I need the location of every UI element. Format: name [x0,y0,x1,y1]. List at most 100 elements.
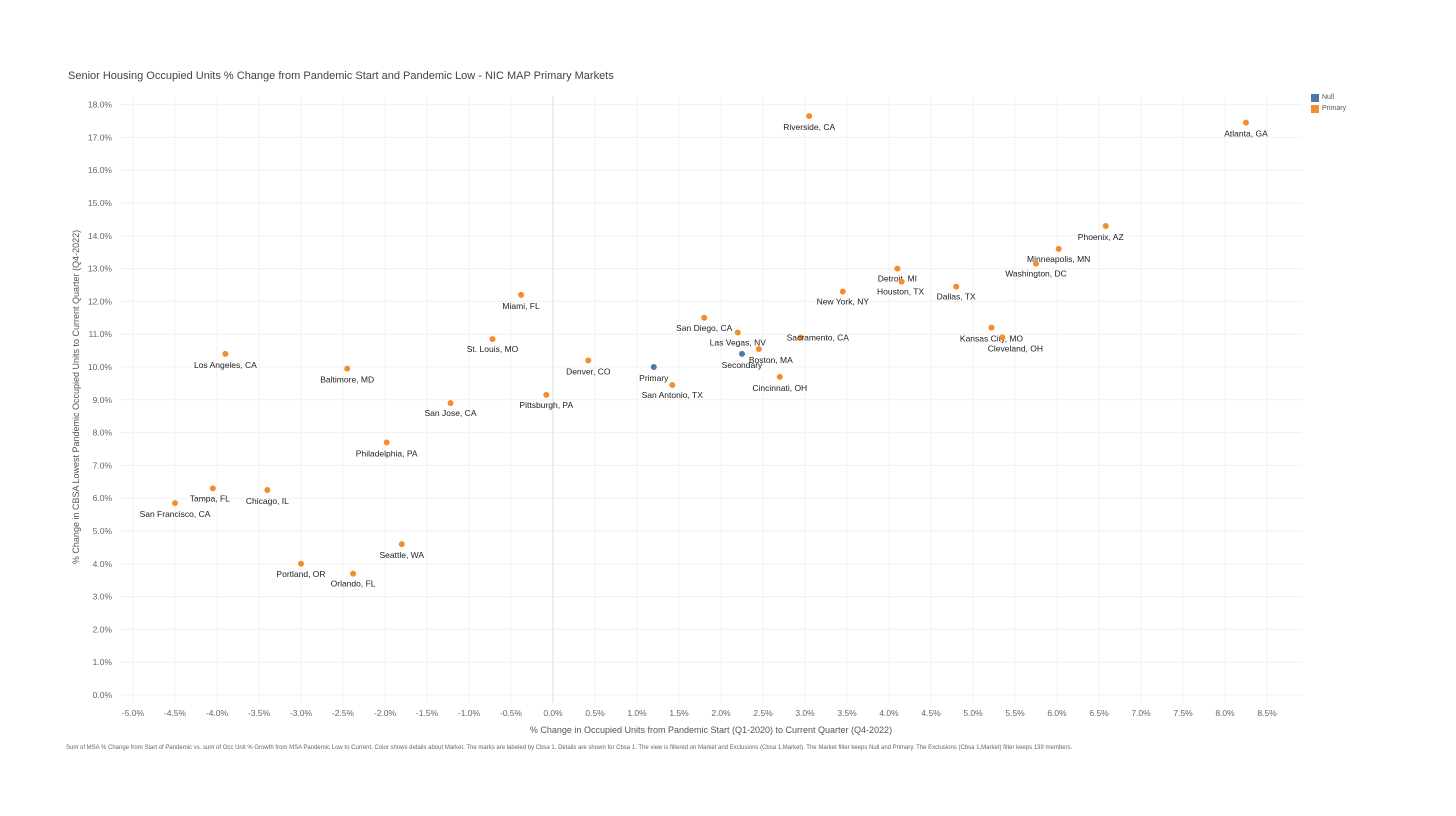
point-label-primary: Primary [639,373,669,383]
data-point-tampa-fl[interactable] [209,485,216,492]
data-point-san-antonio-tx[interactable] [669,382,676,389]
data-point-orlando-fl[interactable] [350,570,357,577]
y-tick-label: 8.0% [93,428,113,438]
x-tick-label: 5.0% [963,708,983,718]
legend-swatch-primary [1311,104,1319,113]
point-label-los-angeles-ca: Los Angeles, CA [194,360,257,370]
y-tick-label: 10.0% [88,362,113,372]
legend-item-null[interactable]: Null [1311,92,1346,103]
data-point-primary[interactable] [650,364,657,370]
x-tick-label: 4.0% [879,708,899,718]
data-point-atlanta-ga[interactable] [1243,119,1249,126]
data-point-philadelphia-pa[interactable] [383,439,390,446]
y-tick-label: 9.0% [93,395,113,405]
point-label-phoenix-az: Phoenix, AZ [1078,232,1124,242]
point-label-boston-ma: Boston, MA [749,355,793,365]
data-point-denver-co[interactable] [585,357,592,364]
data-point-los-angeles-ca[interactable] [222,350,229,357]
data-point-seattle-wa[interactable] [398,541,405,548]
data-point-san-francisco-ca[interactable] [172,500,178,507]
data-point-washington-dc[interactable] [1033,260,1039,267]
point-label-baltimore-md: Baltimore, MD [320,375,374,385]
y-axis-title: % Change in CBSA Lowest Pandemic Occupie… [71,230,81,564]
x-tick-label: 8.0% [1215,708,1235,718]
point-label-portland-or: Portland, OR [276,569,325,579]
data-point-new-york-ny[interactable] [839,288,846,295]
point-label-secondary: Secondary [722,360,763,370]
x-tick-label: 2.0% [711,708,731,718]
data-point-secondary[interactable] [739,350,745,357]
y-tick-label: 2.0% [93,624,113,634]
legend-item-primary[interactable]: Primary [1311,103,1346,114]
x-tick-label: -4.5% [164,708,187,718]
x-tick-label: -2.5% [332,708,355,718]
legend[interactable]: Null Primary [1311,92,1346,114]
y-tick-label: 0.0% [93,690,113,700]
data-points: Riverside, CA Atlanta, GA Phoenix, AZ Minne… [140,113,1268,589]
y-tick-label: 5.0% [93,526,113,536]
data-point-detroit-mi[interactable] [894,265,901,272]
point-label-san-diego-ca: San Diego, CA [676,323,733,333]
y-tick-label: 17.0% [88,132,113,142]
x-tick-label: -2.0% [374,708,397,718]
point-label-denver-co: Denver, CO [566,366,611,376]
y-tick-label: 16.0% [88,165,113,175]
data-point-las-vegas-nv[interactable] [734,329,741,336]
legend-label-null: Null [1322,94,1335,101]
y-tick-label: 13.0% [88,264,113,274]
data-point-chicago-il[interactable] [264,487,271,493]
point-label-seattle-wa: Seattle, WA [380,550,425,560]
chart-title: Senior Housing Occupied Units % Change f… [68,70,614,82]
point-label-las-vegas-nv: Las Vegas, NV [710,338,767,348]
data-point-san-jose-ca[interactable] [447,400,454,407]
data-point-cleveland-oh[interactable] [999,334,1006,341]
data-point-sacramento-ca[interactable] [797,334,804,341]
point-label-washington-dc: Washington, DC [1005,269,1067,279]
data-point-portland-or[interactable] [298,560,304,567]
data-point-pittsburgh-pa[interactable] [543,391,550,398]
x-tick-label: -3.0% [290,708,313,718]
point-label-cleveland-oh: Cleveland, OH [988,343,1043,353]
y-tick-label: 1.0% [93,657,113,667]
point-label-san-antonio-tx: San Antonio, TX [642,390,704,400]
point-label-tampa-fl: Tampa, FL [190,493,230,503]
y-tick-label: 4.0% [93,559,113,569]
data-point-san-diego-ca[interactable] [701,314,708,321]
y-tick-label: 14.0% [88,231,113,241]
data-point-cincinnati-oh[interactable] [776,373,783,380]
y-tick-label: 12.0% [88,296,113,306]
data-point-dallas-tx[interactable] [953,283,960,290]
x-tick-label: 0.0% [543,708,563,718]
data-point-miami-fl[interactable] [518,291,525,298]
data-point-st-louis-mo[interactable] [489,336,496,343]
x-tick-label: 3.5% [837,708,857,718]
data-point-boston-ma[interactable] [755,345,762,352]
x-tick-label: -5.0% [122,708,145,718]
point-label-detroit-mi: Detroit, MI [878,274,917,284]
data-point-houston-tx[interactable] [898,278,905,285]
point-label-houston-tx: Houston, TX [877,287,924,297]
y-tick-label: 11.0% [89,329,113,339]
y-tick-label: 15.0% [88,198,113,208]
data-point-baltimore-md[interactable] [344,365,351,372]
point-label-cincinnati-oh: Cincinnati, OH [752,383,807,393]
x-tick-label: 8.5% [1257,708,1277,718]
point-label-riverside-ca: Riverside, CA [783,122,835,132]
x-tick-label: -4.0% [206,708,229,718]
data-point-riverside-ca[interactable] [806,113,813,120]
point-label-san-jose-ca: San Jose, CA [425,408,477,418]
x-tick-label: 1.5% [669,708,689,718]
point-label-kansas-city-mo: Kansas City, MO [960,334,1024,344]
data-point-minneapolis-mn[interactable] [1055,245,1062,252]
point-label-atlanta-ga: Atlanta, GA [1224,129,1268,139]
data-point-kansas-city-mo[interactable] [988,324,995,331]
x-tick-label: 0.5% [585,708,605,718]
x-tick-label: 4.5% [921,708,941,718]
x-tick-label: 5.5% [1005,708,1025,718]
x-tick-label: 1.0% [627,708,647,718]
x-tick-label: 3.0% [795,708,815,718]
x-tick-label: 7.0% [1131,708,1151,718]
point-label-pittsburgh-pa: Pittsburgh, PA [519,400,573,410]
data-point-phoenix-az[interactable] [1102,222,1109,229]
